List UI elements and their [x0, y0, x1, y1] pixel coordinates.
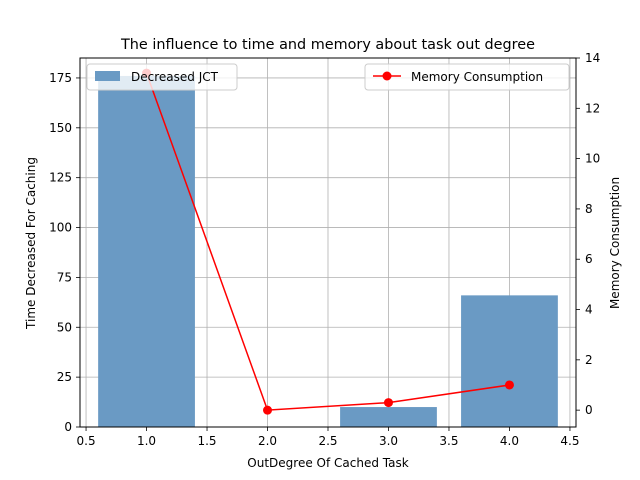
legend-bar-swatch: [95, 71, 120, 81]
y-axis-label-right: Memory Consumption: [608, 177, 622, 309]
legend-frame: [86, 63, 238, 91]
y-right-tick-label: 10: [585, 152, 600, 166]
y-right-tick-label: 8: [585, 202, 593, 216]
legend-label-decreased-jct: Decreased JCT: [131, 70, 219, 84]
legend-memory-consumption: Memory Consumption: [364, 63, 570, 91]
x-tick-label: 4.0: [500, 434, 519, 448]
y-right-tick-label: 4: [585, 303, 593, 317]
x-tick-label: 3.0: [379, 434, 398, 448]
y-right-tick-label: 14: [585, 51, 600, 65]
y-right-tick-label: 2: [585, 353, 593, 367]
y-right-tick-label: 12: [585, 101, 600, 115]
y-left-tick-label: 125: [49, 171, 72, 185]
ticks: 0.5 1.0 1.5 2.0 2.5 3.0 3.5 4.0 4.50255075100125…: [49, 51, 600, 448]
y-right-tick-label: 6: [585, 252, 593, 266]
bar-decreased-jct: [340, 407, 437, 427]
y-left-tick-label: 150: [49, 121, 72, 135]
legend-marker-swatch: [382, 71, 392, 81]
x-tick-label: 2.5: [318, 434, 337, 448]
x-axis-label: OutDegree Of Cached Task: [247, 456, 408, 470]
memory-consumption-line: [145, 72, 510, 411]
y-left-tick-label: 75: [57, 270, 72, 284]
bar-decreased-jct: [461, 295, 558, 427]
chart-title: The influence to time and memory about t…: [120, 37, 535, 53]
legend-frame: [364, 63, 570, 91]
y-axis-label-left: Time Decreased For Caching: [24, 157, 38, 330]
x-tick-label: 1.5: [197, 434, 216, 448]
y-left-tick-label: 0: [64, 420, 72, 434]
y-right-tick-label: 0: [585, 403, 593, 417]
x-tick-label: 2.0: [258, 434, 277, 448]
legend-decreased-jct: Decreased JCT: [86, 63, 238, 91]
y-left-tick-label: 175: [49, 71, 72, 85]
memory-consumption-point: [263, 405, 273, 415]
y-left-tick-label: 25: [57, 370, 72, 384]
y-left-tick-label: 50: [57, 320, 72, 334]
x-tick-label: 3.5: [439, 434, 458, 448]
memory-consumption-point: [504, 380, 514, 390]
x-tick-label: 1.0: [137, 434, 156, 448]
x-tick-label: 4.5: [560, 434, 579, 448]
legend-label-memory-consumption: Memory Consumption: [411, 70, 543, 84]
memory-consumption-point: [383, 398, 393, 408]
bars: [98, 75, 558, 427]
bar-decreased-jct: [98, 75, 195, 427]
x-tick-label: 0.5: [77, 434, 96, 448]
y-left-tick-label: 100: [49, 221, 72, 235]
